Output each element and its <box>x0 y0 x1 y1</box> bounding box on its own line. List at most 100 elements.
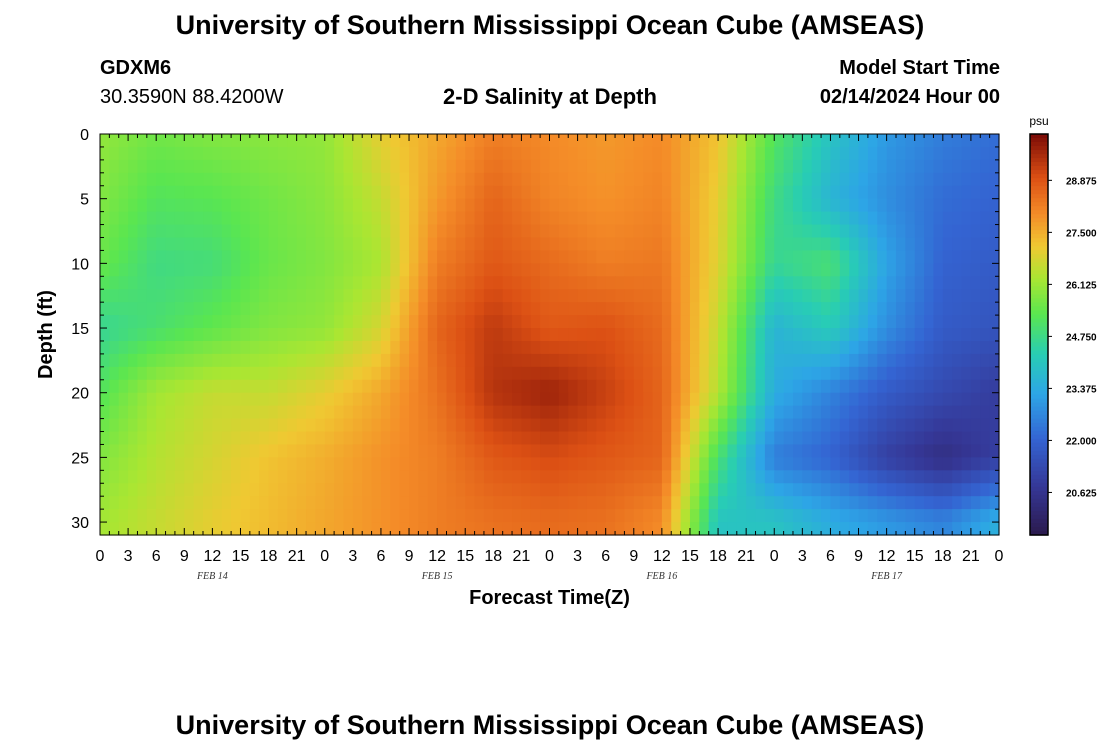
heatmap-cell <box>643 302 654 316</box>
heatmap-cell <box>174 496 185 510</box>
heatmap-cell <box>287 289 298 303</box>
heatmap-cell <box>493 289 504 303</box>
heatmap-cell <box>596 483 607 497</box>
heatmap-cell <box>652 224 663 239</box>
heatmap-cell <box>633 263 644 277</box>
heatmap-cell <box>540 328 551 342</box>
heatmap-cell <box>390 392 401 407</box>
x-tick-label: 3 <box>798 548 807 565</box>
heatmap-cell <box>905 431 916 446</box>
heatmap-cell <box>586 250 597 264</box>
heatmap-cell <box>315 302 326 316</box>
colorbar-segment <box>1030 182 1048 187</box>
heatmap-cell <box>203 237 213 252</box>
heatmap-cell <box>203 353 213 368</box>
heatmap-cell <box>203 328 213 342</box>
heatmap-cell <box>390 340 401 355</box>
heatmap-cell <box>989 250 1000 264</box>
heatmap-cell <box>961 509 972 523</box>
heatmap-cell <box>905 379 916 394</box>
heatmap-cell <box>259 328 270 342</box>
heatmap-cell <box>287 250 298 264</box>
heatmap-cell <box>605 211 616 226</box>
heatmap-cell <box>970 483 981 497</box>
heatmap-cell <box>540 172 551 187</box>
heatmap-cell <box>568 353 579 368</box>
colorbar-segment <box>1030 298 1048 304</box>
heatmap-cell <box>783 185 794 200</box>
heatmap-cell <box>259 405 270 420</box>
heatmap-cell <box>315 366 326 381</box>
heatmap-cell <box>886 159 897 174</box>
heatmap-cell <box>100 315 110 329</box>
heatmap-cell <box>970 250 981 264</box>
x-tick-label: 9 <box>180 548 189 565</box>
heatmap-cell <box>671 159 682 174</box>
heatmap-cell <box>942 134 953 148</box>
heatmap-cell <box>615 289 626 303</box>
colorbar-segment <box>1030 170 1048 175</box>
heatmap-cell <box>502 315 513 329</box>
heatmap-cell <box>961 328 972 342</box>
heatmap-cell <box>689 353 700 368</box>
heatmap-cell <box>231 198 242 213</box>
heatmap-cell <box>718 250 729 264</box>
heatmap-cell <box>708 302 719 316</box>
heatmap-cell <box>259 418 270 433</box>
heatmap-cell <box>221 159 232 174</box>
heatmap-cell <box>970 457 981 471</box>
heatmap-cell <box>418 522 429 536</box>
heatmap-cell <box>371 392 382 407</box>
heatmap-cell <box>521 431 532 446</box>
heatmap-cell <box>380 509 391 523</box>
heatmap-cell <box>165 522 176 536</box>
heatmap-cell <box>371 276 382 290</box>
heatmap-cell <box>586 340 597 355</box>
heatmap-cell <box>118 522 129 536</box>
heatmap-cell <box>343 444 354 458</box>
heatmap-cell <box>193 315 204 329</box>
heatmap-cell <box>671 392 682 407</box>
heatmap-cell <box>605 392 616 407</box>
heatmap-cell <box>380 315 391 329</box>
heatmap-cell <box>783 405 794 420</box>
heatmap-cell <box>895 470 906 484</box>
heatmap-cell <box>240 340 251 355</box>
heatmap-cell <box>830 146 841 161</box>
heatmap-cell <box>839 302 850 316</box>
heatmap-cell <box>502 379 513 394</box>
heatmap-cell <box>427 470 438 484</box>
heatmap-cell <box>277 328 288 342</box>
heatmap-cell <box>970 353 981 368</box>
heatmap-cell <box>596 405 607 420</box>
heatmap-cell <box>652 237 663 252</box>
heatmap-cell <box>427 159 438 174</box>
heatmap-cell <box>605 366 616 381</box>
heatmap-cell <box>830 483 841 497</box>
heatmap-cell <box>540 483 551 497</box>
heatmap-cell <box>577 509 588 523</box>
heatmap-cell <box>193 198 204 213</box>
heatmap-cell <box>334 198 345 213</box>
heatmap-cell <box>727 198 738 213</box>
heatmap-cell <box>924 418 935 433</box>
heatmap-cell <box>512 509 522 523</box>
heatmap-cell <box>577 340 588 355</box>
heatmap-cell <box>287 366 298 381</box>
heatmap-cell <box>268 379 279 394</box>
heatmap-cell <box>877 457 888 471</box>
heatmap-cell <box>352 353 363 368</box>
heatmap-cell <box>802 470 813 484</box>
heatmap-cell <box>849 457 860 471</box>
heatmap-cell <box>643 172 654 187</box>
colorbar-segment <box>1030 510 1048 516</box>
heatmap-cell <box>895 276 906 290</box>
heatmap-cell <box>296 392 307 407</box>
heatmap-cell <box>952 483 963 497</box>
heatmap-cell <box>783 509 794 523</box>
heatmap-cell <box>821 134 832 148</box>
heatmap-cell <box>128 302 139 316</box>
heatmap-cell <box>718 211 729 226</box>
heatmap-cell <box>165 224 176 239</box>
heatmap-cell <box>474 328 485 342</box>
